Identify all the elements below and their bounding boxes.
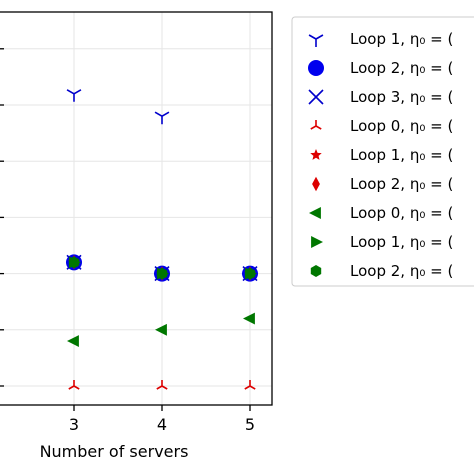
legend: Loop 1, η₀ = ( Loop 2, η₀ = ( Loop 3, η₀ =… — [292, 17, 474, 286]
data-point — [243, 313, 255, 325]
x-axis-ticks: 3 4 5 — [0, 49, 255, 434]
plot-frame — [0, 12, 272, 405]
legend-label: Loop 3, η₀ = ( — [350, 88, 453, 106]
legend-label: Loop 1, η₀ = ( — [350, 233, 453, 251]
legend-label: Loop 2, η₀ = ( — [350, 59, 453, 77]
data-point — [67, 335, 79, 347]
x-tick-label: 3 — [69, 415, 79, 434]
series-0 — [67, 90, 169, 124]
x-tick-label: 5 — [245, 415, 255, 434]
legend-label: Loop 0, η₀ = ( — [350, 117, 453, 135]
legend-label: Loop 1, η₀ = ( — [350, 146, 453, 164]
grid — [0, 12, 272, 405]
legend-label: Loop 0, η₀ = ( — [350, 204, 453, 222]
legend-label: Loop 1, η₀ = ( — [350, 30, 453, 48]
marker-circle — [308, 60, 324, 76]
x-axis-label: Number of servers — [40, 442, 189, 461]
legend-label: Loop 2, η₀ = ( — [350, 262, 453, 280]
data-point — [155, 324, 167, 336]
legend-label: Loop 2, η₀ = ( — [350, 175, 453, 193]
x-tick-label: 4 — [157, 415, 167, 434]
